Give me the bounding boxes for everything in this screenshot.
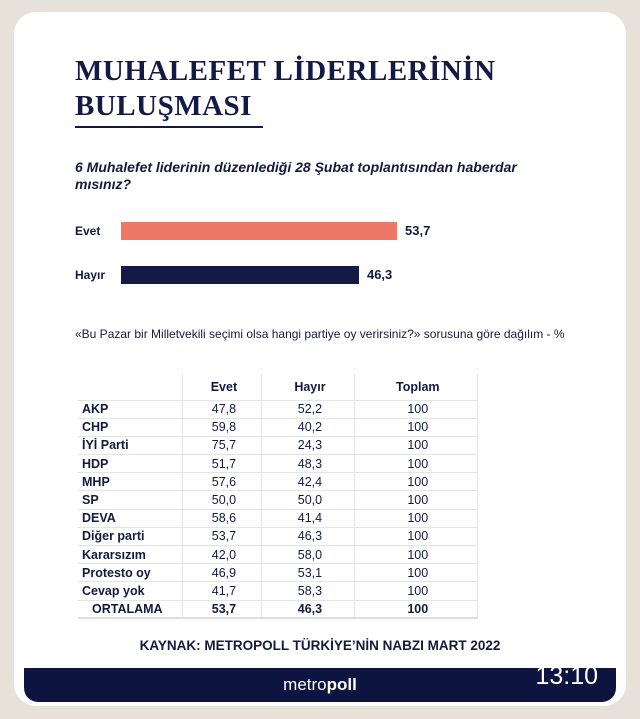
row-label: SP: [78, 490, 183, 510]
table-cell: 100: [354, 490, 479, 510]
row-label: Diğer parti: [78, 527, 183, 547]
row-label: Cevap yok: [78, 581, 183, 601]
table-cell: 46,3: [261, 600, 355, 620]
page-title: MUHALEFET LİDERLERİNİN BULUŞMASI: [75, 54, 496, 124]
bar-value-label: 46,3: [366, 267, 393, 282]
source-text: KAYNAK: METROPOLL TÜRKİYE’NİN NABZI MART…: [139, 638, 501, 653]
table-cell: 100: [354, 581, 479, 601]
table-cell: 100: [354, 563, 479, 583]
row-label: ORTALAMA: [78, 600, 183, 620]
question-2: «Bu Pazar bir Milletvekili seçimi olsa h…: [75, 327, 565, 341]
metropoll-logo: metropoll: [283, 675, 357, 694]
bar-label: Hayır: [75, 268, 106, 282]
column-header: Hayır: [261, 374, 355, 401]
table-cell: 100: [354, 600, 479, 620]
table-cell: 58,0: [261, 545, 355, 565]
table-cell: 42,0: [182, 545, 263, 565]
footer-bar: metropoll 13:10: [24, 662, 616, 702]
table-cell: 58,6: [182, 509, 263, 528]
row-label: Protesto oy: [78, 563, 183, 583]
table-cell: 53,7: [182, 600, 263, 620]
table-cell: 51,7: [182, 454, 263, 474]
table-cell: 40,2: [261, 418, 355, 437]
table-row: İYİ Parti 75,7 24,3 100: [78, 436, 479, 456]
table-cell: 46,9: [182, 563, 263, 583]
table-cell: 100: [354, 527, 479, 547]
question-1: 6 Muhalefet liderinin düzenlediği 28 Şub…: [75, 159, 517, 192]
table-cell: 50,0: [182, 490, 263, 510]
row-label: AKP: [78, 400, 183, 419]
column-header: [78, 374, 183, 401]
row-label: Kararsızım: [78, 545, 183, 565]
infographic-card: MUHALEFET LİDERLERİNİN BULUŞMASI 6 Muhale…: [14, 12, 626, 706]
table-cell: 50,0: [261, 490, 355, 510]
row-label: HDP: [78, 454, 183, 474]
table-cell: 47,8: [182, 400, 263, 419]
column-header: Evet: [182, 374, 263, 401]
row-label: İYİ Parti: [78, 436, 183, 456]
title-underline: [75, 126, 263, 128]
table-cell: 41,4: [261, 509, 355, 528]
title-line-1: MUHALEFET LİDERLERİNİN: [75, 55, 496, 87]
table-cell: 100: [354, 454, 479, 474]
table-row: HDP 51,7 48,3 100: [78, 454, 479, 474]
bar-evet: [121, 222, 398, 240]
table-row: CHP 59,8 40,2 100: [78, 418, 479, 437]
row-label: CHP: [78, 418, 183, 437]
table-row: Diğer parti 53,7 46,3 100: [78, 527, 479, 547]
column-header: Toplam: [354, 374, 479, 401]
table-cell: 46,3: [261, 527, 355, 547]
row-label: DEVA: [78, 509, 183, 528]
table-cell: 42,4: [261, 472, 355, 492]
table-row: MHP 57,6 42,4 100: [78, 472, 479, 492]
table-cell: 100: [354, 418, 479, 437]
table-cell: 53,1: [261, 563, 355, 583]
table-row: DEVA 58,6 41,4 100: [78, 509, 479, 528]
title-line-2: BULUŞMASI: [75, 90, 252, 122]
table-cell: 58,3: [261, 581, 355, 601]
table-row: Protesto oy 46,9 53,1 100: [78, 563, 479, 583]
table-cell: 75,7: [182, 436, 263, 456]
table-row: ORTALAMA 53,7 46,3 100: [78, 600, 479, 620]
bar-hayır: [121, 266, 359, 284]
table-cell: 48,3: [261, 454, 355, 474]
table-cell: 53,7: [182, 527, 263, 547]
table-cell: 100: [354, 509, 479, 528]
row-label: MHP: [78, 472, 183, 492]
bar-value-label: 53,7: [405, 223, 431, 238]
table-cell: 41,7: [182, 581, 263, 601]
table-cell: 100: [354, 400, 479, 419]
table-row: Kararsızım 42,0 58,0 100: [78, 545, 479, 565]
table-cell: 52,2: [261, 400, 355, 419]
table-cell: 100: [354, 545, 479, 565]
table-cell: 100: [354, 472, 479, 492]
table-row: Cevap yok 41,7 58,3 100: [78, 581, 479, 601]
table-cell: 24,3: [261, 436, 355, 456]
table-row: AKP 47,8 52,2 100: [78, 400, 479, 419]
table-cell: 57,6: [182, 472, 263, 492]
table-cell: 100: [354, 436, 479, 456]
table-row: SP 50,0 50,0 100: [78, 490, 479, 510]
video-timestamp: 13:10: [535, 662, 598, 690]
results-table: Evet Hayır Toplam AKP 47,8 52,2 100 CHP 59,8 40,2…: [78, 374, 479, 620]
bar-label: Evet: [75, 224, 101, 238]
table-cell: 59,8: [182, 418, 263, 437]
